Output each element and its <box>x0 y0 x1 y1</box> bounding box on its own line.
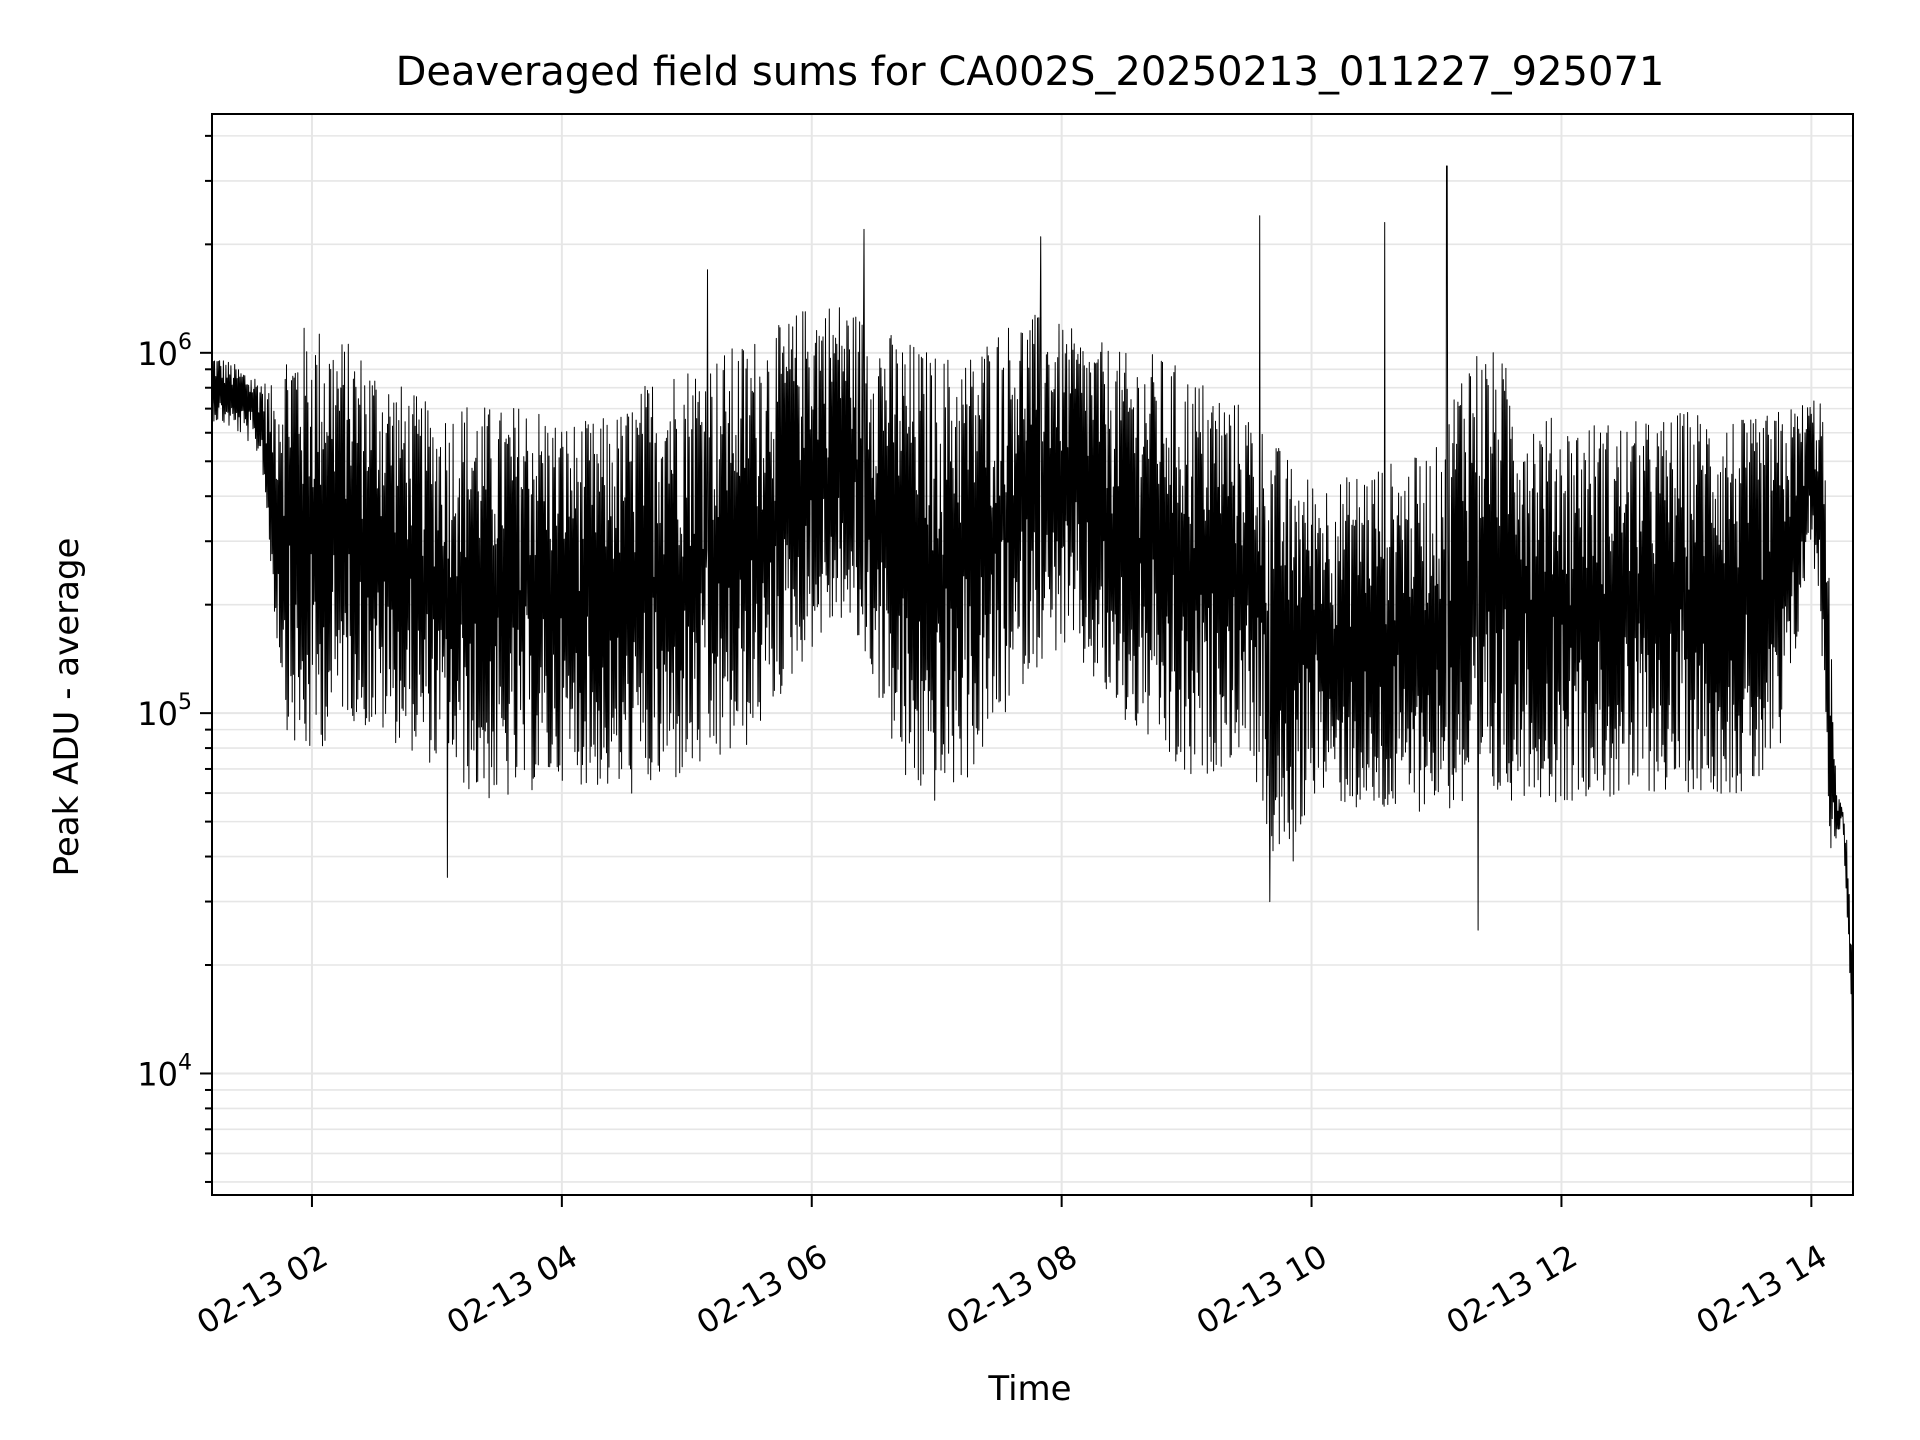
y-tick-base: 10 <box>137 335 178 373</box>
y-tick-exponent: 5 <box>178 690 192 715</box>
plot-frame <box>211 113 1854 1196</box>
y-tick-label: 105 <box>137 690 192 733</box>
series-layer <box>211 165 1854 1072</box>
y-tick-base: 10 <box>137 1055 178 1093</box>
y-tick-exponent: 6 <box>178 330 192 355</box>
x-axis-label: Time <box>987 1369 1071 1409</box>
y-tick-label: 104 <box>137 1050 192 1093</box>
y-axis-label: Peak ADU - average <box>47 538 87 877</box>
y-tick-base: 10 <box>137 695 178 733</box>
y-tick-label: 106 <box>137 330 192 373</box>
chart-title: Deaveraged field sums for CA002S_2025021… <box>396 49 1665 95</box>
series-line <box>211 165 1854 1072</box>
y-tick-exponent: 4 <box>178 1050 192 1075</box>
